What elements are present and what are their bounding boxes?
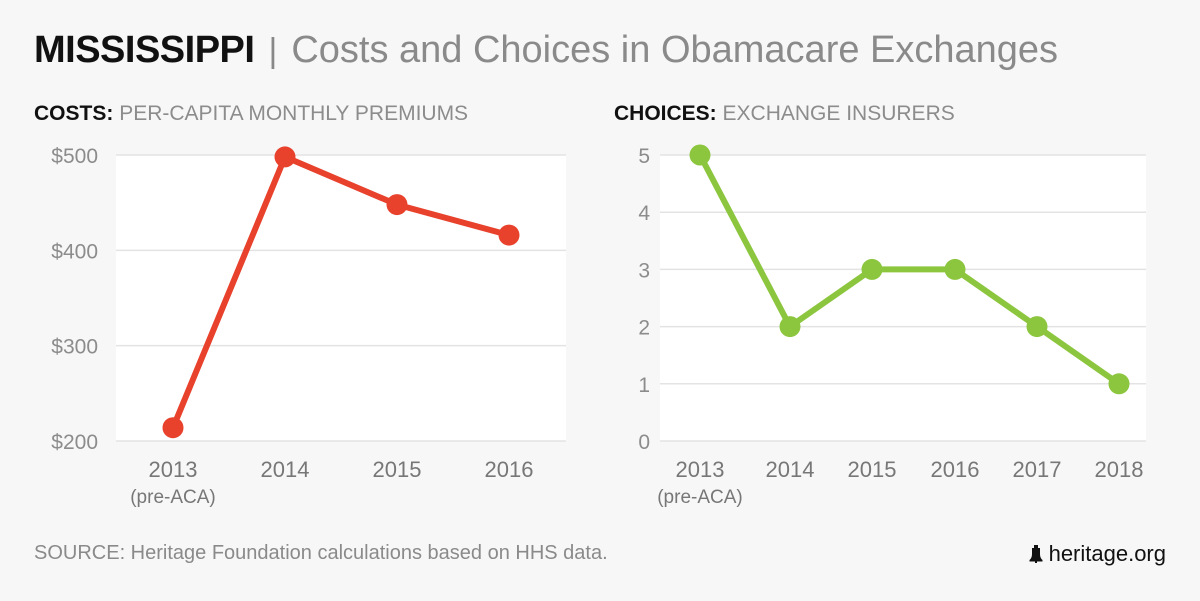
costs-data-point: [386, 194, 408, 216]
costs-ytick-label: $400: [51, 240, 98, 263]
choices-ytick-label: 1: [638, 374, 650, 397]
source-note: SOURCE: Heritage Foundation calculations…: [34, 542, 608, 564]
costs-ytick-label: $200: [51, 431, 98, 454]
choices-xtick-label: 2014: [766, 457, 815, 482]
costs-series-line: [170, 153, 512, 431]
costs-xtick-label: 2013: [149, 457, 198, 482]
brand-text: heritage.org: [1048, 541, 1166, 566]
title-separator: |: [268, 32, 278, 70]
costs-data-point: [162, 417, 184, 439]
choices-data-point: [861, 258, 883, 280]
choices-ytick-label: 4: [638, 202, 650, 225]
brand-link[interactable]: heritage.org: [1029, 541, 1166, 567]
choices-ytick-label: 5: [638, 145, 650, 168]
choices-data-point: [779, 316, 801, 338]
state-name: MISSISSIPPI: [34, 29, 255, 71]
choices-xtick-sublabel: (pre-ACA): [657, 487, 743, 508]
choices-series-line: [697, 152, 1122, 387]
choices-chart-title: CHOICES: EXCHANGE INSURERS: [614, 101, 955, 127]
choices-data-point: [689, 144, 711, 166]
choices-xtick-label: 2015: [848, 457, 897, 482]
choices-xtick-label: 2016: [931, 457, 980, 482]
costs-ytick-label: $500: [51, 145, 98, 168]
choices-title-label: CHOICES:: [614, 102, 717, 125]
choices-xtick-label: 2017: [1013, 457, 1062, 482]
liberty-bell-icon: [1029, 545, 1043, 563]
costs-plot-area: [116, 155, 566, 441]
chart-title: MISSISSIPPI | Costs and Choices in Obamaca…: [34, 26, 1058, 75]
choices-plot-area: [660, 155, 1146, 441]
choices-ytick-label: 3: [638, 259, 650, 282]
choices-data-point: [944, 258, 966, 280]
costs-title-text: PER-CAPITA MONTHLY PREMIUMS: [119, 102, 469, 125]
costs-xtick-label: 2016: [485, 457, 534, 482]
choices-data-point: [1108, 373, 1130, 395]
costs-data-point: [498, 224, 520, 246]
choices-xtick-label: 2018: [1095, 457, 1144, 482]
costs-xtick-label: 2015: [373, 457, 422, 482]
costs-title-label: COSTS:: [34, 102, 114, 125]
costs-xtick-sublabel: (pre-ACA): [130, 487, 216, 508]
choices-data-point: [1026, 316, 1048, 338]
choices-title-text: EXCHANGE INSURERS: [722, 102, 955, 125]
costs-ytick-label: $300: [51, 336, 98, 359]
costs-xtick-label: 2014: [261, 457, 310, 482]
choices-ytick-label: 0: [638, 431, 650, 454]
costs-data-point: [274, 146, 296, 168]
choices-ytick-label: 2: [638, 317, 650, 340]
choices-xtick-label: 2013: [676, 457, 725, 482]
costs-chart-title: COSTS: PER-CAPITA MONTHLY PREMIUMS: [34, 101, 468, 127]
title-subtitle: Costs and Choices in Obamacare Exchanges: [291, 29, 1059, 71]
